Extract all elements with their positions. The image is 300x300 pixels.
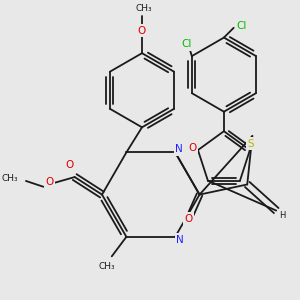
Text: O: O — [66, 160, 74, 170]
Text: CH₃: CH₃ — [2, 175, 18, 184]
Text: O: O — [45, 177, 53, 187]
Text: Cl: Cl — [236, 21, 247, 31]
Text: H: H — [279, 211, 285, 220]
Text: Cl: Cl — [182, 39, 192, 50]
Text: CH₃: CH₃ — [99, 262, 115, 271]
Text: O: O — [185, 214, 193, 224]
Text: CH₃: CH₃ — [136, 4, 152, 13]
Text: N: N — [175, 144, 183, 154]
Text: N: N — [176, 235, 184, 245]
Text: O: O — [188, 143, 196, 153]
Text: O: O — [138, 26, 146, 36]
Text: S: S — [247, 139, 254, 149]
